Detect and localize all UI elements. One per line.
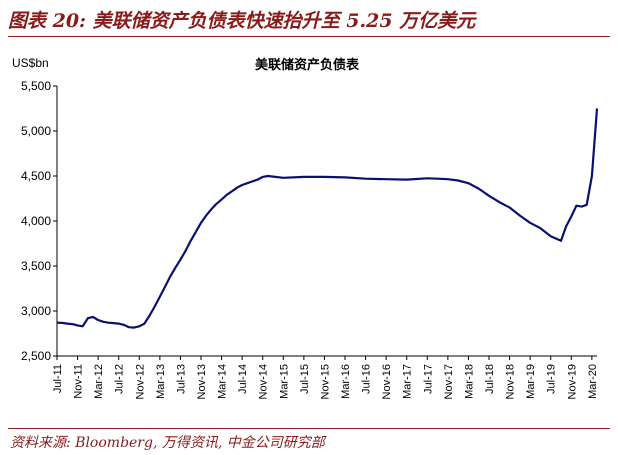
x-tick-label: Nov-17 [443, 364, 455, 399]
y-tick-label: 3,000 [21, 304, 51, 318]
x-tick-label: Mar-14 [217, 364, 229, 399]
x-tick-label: Nov-13 [196, 364, 208, 399]
y-tick-label: 4,500 [21, 169, 51, 183]
x-tick-label: Jul-12 [114, 364, 126, 394]
x-tick-label: Mar-16 [340, 364, 352, 399]
y-tick-label: 2,500 [21, 349, 51, 363]
balance-sheet-chart: US$bn 美联储资产负债表 2,500 3,000 3,500 4,000 4,500… [12, 56, 599, 399]
x-tick-label: Nov-18 [505, 364, 517, 399]
y-tick-labels: 2,500 3,000 3,500 4,000 4,500 5,000 5,500 [21, 79, 51, 363]
series-group [56, 108, 599, 329]
x-tick-label: Jul-13 [175, 364, 187, 394]
y-tick-label: 5,000 [21, 124, 51, 138]
x-tick-label: Mar-17 [402, 364, 414, 399]
x-tick-label: Mar-15 [278, 364, 290, 399]
x-tick-label: Jul-17 [422, 364, 434, 394]
x-tick-label: Nov-15 [319, 364, 331, 399]
x-tick-label: Jul-15 [299, 364, 311, 394]
source-divider [8, 428, 610, 429]
source-note: 资料来源: Bloomberg, 万得资讯, 中金公司研究部 [10, 435, 325, 451]
y-tick-label: 3,500 [21, 259, 51, 273]
y-tick-label: 5,500 [21, 79, 51, 93]
x-tick-labels: Jul-11 Nov-11 Mar-12 Jul-12 Nov-12 Mar-13 Jul-… [52, 364, 599, 399]
series-line [56, 108, 599, 329]
x-tick-label: Nov-16 [381, 364, 393, 399]
title-divider [8, 36, 610, 37]
x-tick-label: Mar-18 [463, 364, 475, 399]
x-tick-label: Nov-14 [258, 364, 270, 399]
x-tick-label: Mar-12 [93, 364, 105, 399]
figure-title: 图表 20: 美联储资产负债表快速抬升至 5.25 万亿美元 [8, 10, 476, 32]
figure-header: 图表 20: 美联储资产负债表快速抬升至 5.25 万亿美元 [8, 4, 608, 36]
x-tick-label: Mar-19 [525, 364, 537, 399]
x-tick-label: Jul-19 [546, 364, 558, 394]
chart-axes [53, 85, 597, 360]
x-tick-label: Nov-11 [73, 364, 85, 399]
y-axis-unit-label: US$bn [12, 56, 49, 70]
x-tick-label: Nov-19 [566, 364, 578, 399]
x-tick-label: Jul-11 [52, 364, 64, 393]
chart-title: 美联储资产负债表 [255, 57, 360, 73]
x-tick-label: Jul-14 [237, 364, 249, 394]
y-tick-label: 4,000 [21, 214, 51, 228]
x-tick-label: Mar-20 [587, 364, 599, 399]
x-tick-label: Mar-13 [155, 364, 167, 399]
x-tick-label: Nov-12 [134, 364, 146, 399]
x-tick-label: Jul-18 [484, 364, 496, 394]
x-tick-label: Jul-16 [361, 364, 373, 394]
